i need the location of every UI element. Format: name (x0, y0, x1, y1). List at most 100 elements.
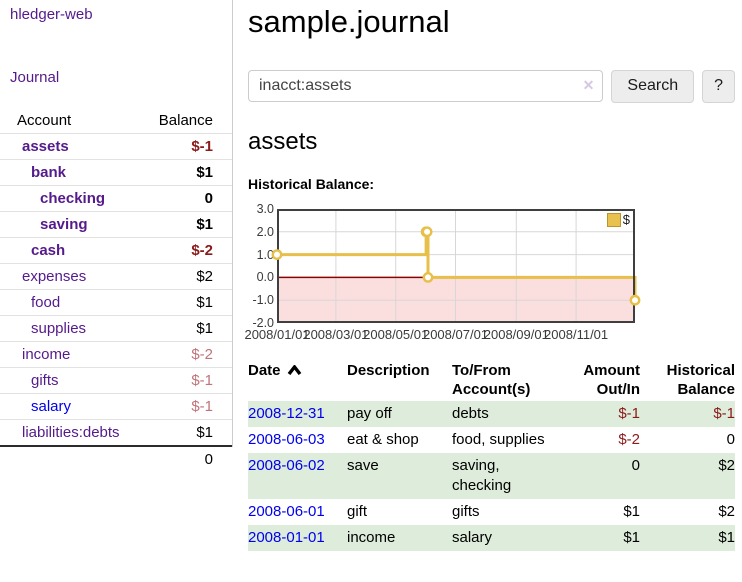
register-date-link[interactable]: 2008-12-31 (248, 405, 325, 423)
chart-legend: $ (606, 212, 630, 228)
register-amount: $1 (623, 503, 640, 521)
register-row: 2008-01-01 income salary $1 $1 (248, 525, 735, 552)
register-balance: $2 (718, 457, 735, 475)
register-description: income (347, 529, 396, 547)
account-balance: $-2 (191, 346, 213, 363)
sidebar: hledger-web Journal Account Balance asse… (0, 0, 233, 472)
account-link-supplies[interactable]: supplies (31, 320, 87, 337)
register-date-link[interactable]: 2008-06-01 (248, 503, 325, 521)
x-tick-label: 2008/11/01 (544, 327, 609, 343)
accounts-table: Account Balance assets $-1 bank $1 checking 0… (0, 108, 232, 472)
register-accounts: saving, checking (452, 457, 512, 495)
chart-svg (271, 209, 641, 324)
account-link-liabilities-debts[interactable]: liabilities:debts (22, 424, 120, 441)
account-link-gifts[interactable]: gifts (31, 372, 59, 389)
register-balance: $2 (718, 503, 735, 521)
register-header-accounts: To/From Account(s) (452, 362, 531, 399)
sidebar-account-row: liabilities:debts $1 (0, 419, 232, 447)
register-balance: $1 (718, 529, 735, 547)
sidebar-account-row: food $1 (0, 289, 232, 316)
register-balance: 0 (726, 431, 735, 449)
account-balance: $-1 (191, 372, 213, 389)
y-tick-label: 3.0 (256, 202, 274, 217)
account-link-saving[interactable]: saving (40, 216, 88, 233)
sidebar-account-row: bank $1 (0, 159, 232, 186)
register-header-date: Date (248, 359, 347, 401)
account-link-checking[interactable]: checking (40, 190, 106, 207)
main-content: sample.journal ✕ Search ? assets Histori… (244, 0, 735, 552)
sidebar-account-row: income $-2 (0, 341, 232, 368)
balance-chart: 3.0 2.0 1.0 0.0 -1.0 -2.0 $ 2008/01/01 2008/03… (244, 202, 668, 343)
sidebar-account-row: checking 0 (0, 185, 232, 212)
account-balance: $-2 (191, 242, 213, 259)
sidebar-item-journal[interactable]: Journal (10, 69, 60, 86)
account-balance: 0 (204, 190, 213, 207)
chart-plot[interactable]: $ (271, 209, 641, 324)
app-brand-link[interactable]: hledger-web (10, 6, 93, 23)
register-description: pay off (347, 405, 392, 423)
search-input[interactable] (248, 69, 604, 102)
sidebar-account-row: saving $1 (0, 211, 232, 238)
register-row: 2008-12-31 pay off debts $-1 $-1 (248, 401, 735, 428)
register-header-row: Date Description To/From Account(s) Amount … (248, 359, 735, 401)
account-balance: $2 (196, 268, 213, 285)
register-accounts: food, supplies (452, 431, 545, 449)
register-balance: $-1 (713, 405, 735, 423)
accounts-header-row: Account Balance (0, 108, 232, 134)
sidebar-account-row: expenses $2 (0, 263, 232, 290)
y-tick-label: -2.0 (252, 316, 274, 331)
register-description: save (347, 457, 379, 475)
x-tick-label: 2008/05/01 (363, 327, 429, 343)
account-balance: $-1 (191, 138, 213, 155)
clear-search-icon[interactable]: ✕ (582, 76, 595, 93)
register-date-link[interactable]: 2008-01-01 (248, 529, 325, 547)
x-tick-label: 2008/01/01 (244, 327, 310, 343)
accounts-total-row: 0 (0, 445, 232, 472)
y-tick-label: 0.0 (256, 270, 274, 285)
search-button[interactable]: Search (611, 69, 695, 103)
account-link-cash[interactable]: cash (31, 242, 66, 259)
account-link-food[interactable]: food (31, 294, 61, 311)
account-balance: $1 (196, 294, 213, 311)
register-date-link[interactable]: 2008-06-02 (248, 457, 325, 475)
register-amount: 0 (631, 457, 640, 475)
register-amount: $-1 (618, 405, 640, 423)
account-link-bank[interactable]: bank (31, 164, 67, 181)
sidebar-account-row: salary $-1 (0, 393, 232, 420)
register-accounts: gifts (452, 503, 480, 521)
register-amount: $-2 (618, 431, 640, 449)
register-accounts: debts (452, 405, 489, 423)
register-header-description: Description (347, 362, 430, 380)
sidebar-account-row: gifts $-1 (0, 367, 232, 394)
register-header-amount: Amount Out/In (583, 362, 640, 399)
legend-label: $ (622, 212, 630, 228)
register-accounts: salary (452, 529, 493, 547)
page-title: sample.journal (248, 4, 450, 39)
register-row: 2008-06-02 save saving, checking 0 $2 (248, 453, 735, 500)
account-link-assets[interactable]: assets (22, 138, 69, 155)
sidebar-account-row: supplies $1 (0, 315, 232, 342)
sidebar-account-row: cash $-2 (0, 237, 232, 264)
account-link-salary[interactable]: salary (31, 398, 72, 415)
search-form: ✕ Search ? (248, 69, 735, 103)
register-description: eat & shop (347, 431, 419, 449)
accounts-header-balance: Balance (158, 112, 213, 129)
y-tick-label: 1.0 (256, 247, 274, 262)
x-tick-label: 2008/09/01 (483, 327, 549, 343)
register-date-link[interactable]: 2008-06-03 (248, 431, 325, 449)
account-link-expenses[interactable]: expenses (22, 268, 87, 285)
account-balance: $1 (196, 216, 213, 233)
y-tick-label: -1.0 (252, 293, 274, 308)
account-heading: assets (248, 127, 318, 155)
sort-ascending-icon (287, 364, 301, 376)
account-link-income[interactable]: income (22, 346, 71, 363)
sidebar-accounts-body: assets $-1 bank $1 checking 0 saving $1 cash $-2 e… (0, 133, 232, 447)
register-row: 2008-06-01 gift gifts $1 $2 (248, 499, 735, 525)
register-amount: $1 (623, 529, 640, 547)
search-box: ✕ (248, 69, 604, 103)
register-description: gift (347, 503, 368, 521)
help-button[interactable]: ? (702, 69, 735, 103)
sidebar-account-row: assets $-1 (0, 133, 232, 160)
y-tick-label: 2.0 (256, 224, 274, 239)
account-balance: $1 (196, 164, 213, 181)
